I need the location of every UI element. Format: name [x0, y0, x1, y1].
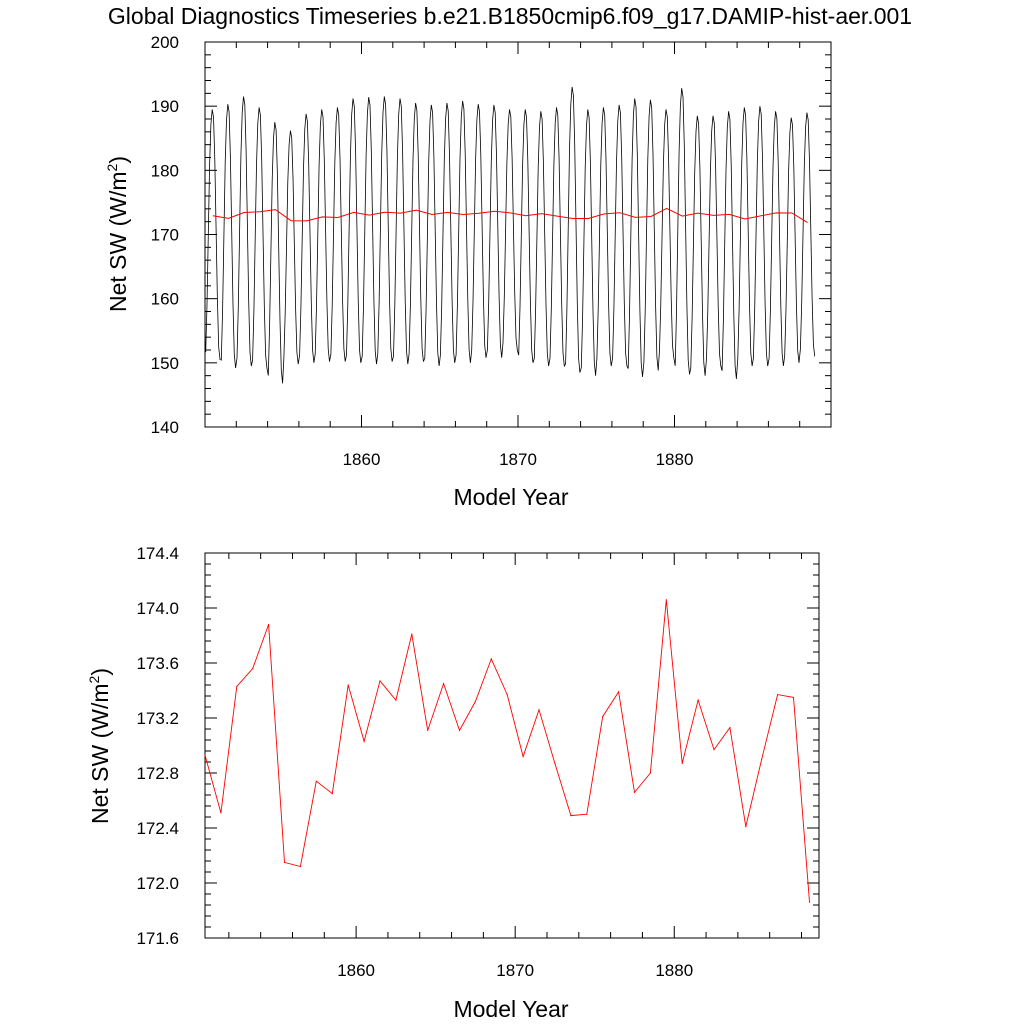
annual-mean-point — [729, 727, 731, 729]
annual-mean-point — [204, 754, 206, 756]
top-y-axis-label: Net SW (W/m2) — [104, 156, 131, 312]
annual-mean-point — [649, 772, 652, 774]
annual-mean-point — [697, 699, 699, 701]
annual-mean-point — [458, 729, 461, 732]
annual-mean-point — [315, 780, 317, 782]
annual-mean-point — [347, 684, 349, 686]
y-tick-label: 170 — [151, 226, 179, 245]
y-tick-label: 173.6 — [136, 654, 179, 673]
top-major-ticks — [205, 41, 831, 428]
annual-mean-point — [411, 633, 413, 635]
y-tick-label: 174.0 — [136, 599, 179, 618]
annual-mean-point — [761, 758, 763, 760]
annual-mean-point — [236, 685, 238, 688]
x-tick-label: 1860 — [337, 961, 375, 980]
y-tick-label: 174.4 — [136, 544, 179, 563]
annual-mean-point — [490, 658, 492, 660]
annual-mean-point — [268, 623, 270, 626]
annual-mean-point — [474, 700, 476, 703]
x-tick-label: 1870 — [496, 961, 534, 980]
bottom-minor-ticks — [205, 553, 819, 938]
annual-mean-point — [681, 762, 683, 765]
annual-mean-point — [283, 861, 286, 864]
y-tick-label: 160 — [151, 290, 179, 309]
bottom-plot-frame — [204, 552, 820, 939]
y-tick-label: 190 — [151, 97, 179, 116]
y-tick-label: 172.4 — [136, 819, 179, 838]
annual-mean-point — [331, 793, 333, 795]
top-panel: 140 150 160 170 180 190 200 1860 1870 1880 Model… — [104, 33, 832, 510]
annual-mean-point — [443, 683, 445, 685]
annual-mean-point — [427, 729, 429, 732]
top-x-axis-label: Model Year — [453, 484, 568, 510]
y-tick-label: 140 — [151, 418, 179, 437]
y-tick-label: 180 — [151, 161, 179, 180]
top-y-tick-labels: 140 150 160 170 180 190 200 — [151, 33, 179, 437]
bottom-y-axis-label: Net SW (W/m2) — [86, 668, 113, 824]
annual-mean-point — [538, 709, 540, 711]
chart-title: Global Diagnostics Timeseries b.e21.B185… — [108, 3, 912, 29]
y-tick-label: 150 — [151, 354, 179, 373]
bottom-x-axis-label: Model Year — [453, 996, 568, 1022]
y-tick-label: 172.8 — [136, 764, 179, 783]
x-tick-label: 1880 — [656, 450, 694, 469]
y-tick-label: 171.6 — [136, 929, 179, 948]
annual-mean-point — [522, 755, 524, 758]
monthly-series-line — [205, 86, 816, 384]
annual-mean-point — [554, 762, 556, 765]
bottom-major-ticks — [205, 552, 819, 939]
annual-mean-point — [745, 826, 747, 828]
x-tick-label: 1880 — [655, 961, 693, 980]
annual-mean-line-top — [212, 207, 808, 224]
y-tick-label: 200 — [151, 33, 179, 52]
top-minor-ticks — [205, 42, 831, 427]
annual-mean-point — [570, 815, 572, 817]
x-tick-label: 1860 — [343, 450, 381, 469]
bottom-y-tick-labels: 171.6 172.0 172.4 172.8 173.2 173.6 174.0 174.4 — [136, 544, 179, 948]
annual-mean-point — [618, 691, 620, 693]
annual-mean-points — [204, 599, 811, 903]
y-tick-label: 172.0 — [136, 874, 179, 893]
annual-mean-point — [808, 901, 811, 903]
annual-mean-point — [665, 599, 667, 601]
bottom-panel: 171.6 172.0 172.4 172.8 173.2 173.6 174.0 174.4… — [86, 544, 820, 1022]
annual-mean-point — [713, 749, 715, 751]
annual-mean-point — [792, 696, 795, 699]
annual-mean-point — [586, 813, 588, 815]
y-tick-label: 173.2 — [136, 709, 179, 728]
annual-mean-point — [220, 812, 222, 814]
annual-mean-line-bottom — [204, 599, 810, 903]
annual-mean-point — [299, 865, 301, 868]
annual-mean-point — [602, 716, 604, 718]
annual-mean-point — [506, 694, 508, 696]
annual-mean-point — [633, 791, 636, 793]
annual-mean-point — [395, 699, 397, 701]
top-x-tick-labels: 1860 1870 1880 — [343, 450, 694, 469]
annual-mean-point — [379, 680, 381, 682]
x-tick-label: 1870 — [499, 450, 537, 469]
bottom-x-tick-labels: 1860 1870 1880 — [337, 961, 693, 980]
annual-mean-point — [363, 740, 365, 743]
annual-mean-point — [252, 667, 254, 670]
annual-mean-point — [777, 694, 779, 696]
